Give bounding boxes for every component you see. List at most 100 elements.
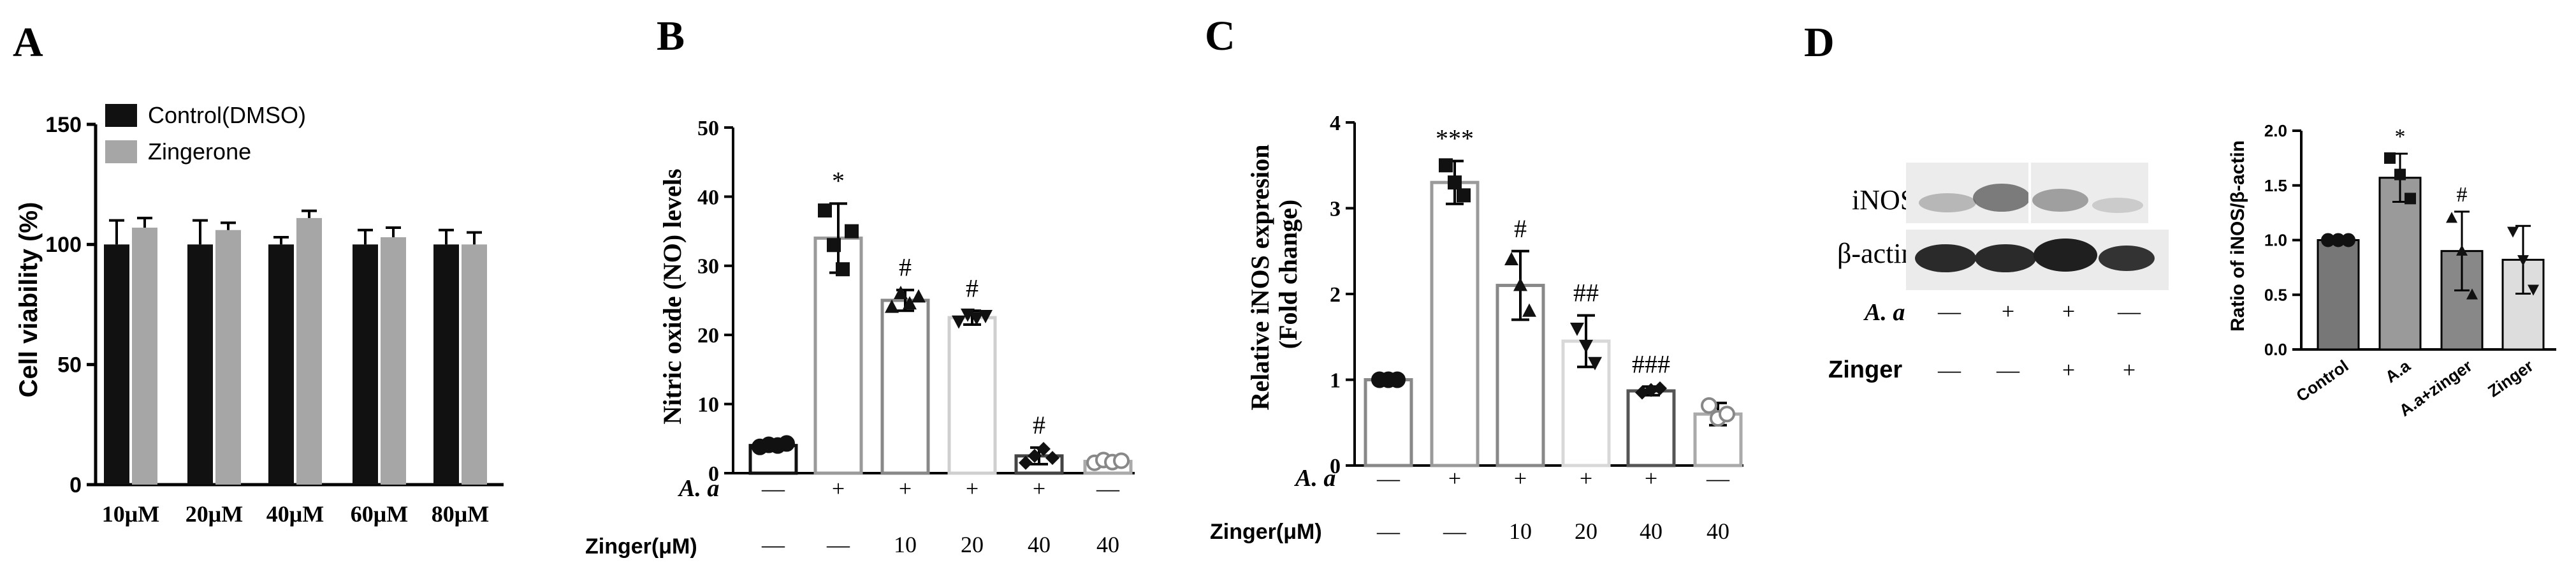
chart-d-point [2456, 244, 2468, 256]
chart-b-significance: # [1033, 411, 1045, 439]
chart-c-point [1457, 188, 1471, 203]
chart-b-ylabel: Nitric oxide (NO) levels [658, 169, 687, 425]
chart-b-point [845, 224, 859, 238]
chart-d-point [2405, 193, 2416, 205]
bar-control [353, 244, 378, 485]
chart-b-row2-cell: — [761, 532, 785, 557]
chart-b-bar [947, 316, 997, 475]
blot-row2-cell: — [1996, 357, 2020, 383]
chart-d-bar [2440, 250, 2484, 351]
bar-zingerone [215, 230, 241, 485]
category-label-20: 20μM [186, 501, 243, 527]
chart-c-significance: *** [1436, 124, 1474, 153]
chart-c-row1-cell: — [1376, 466, 1401, 491]
panel-label-d: D [1804, 19, 1835, 66]
chart-b-row1-cell: + [832, 476, 845, 501]
chart-c-point [1644, 383, 1658, 397]
chart-d-ytick-label: 0.5 [2264, 285, 2287, 304]
chart-b-point [1113, 452, 1130, 469]
chart-c-row2-cell: 10 [1509, 518, 1532, 544]
chart-b-ytick-label: 30 [697, 255, 719, 279]
chart-b-ytick-label: 40 [697, 186, 719, 209]
chart-c-row2-cell: — [1443, 518, 1467, 544]
chart-c-row1-cell: + [1645, 466, 1657, 491]
legend-label-control: Control(DMSO) [148, 102, 306, 128]
chart-d-point [2384, 152, 2396, 164]
panel-label-c: C [1205, 13, 1235, 59]
chart-c-point [1504, 252, 1518, 265]
chart-b-point [903, 296, 917, 310]
chart-d-ytick-label: 0.0 [2264, 340, 2287, 359]
bar-zingerone [132, 227, 157, 485]
blot-band-inos-2 [1973, 184, 2030, 212]
chart-d-point [2341, 233, 2355, 247]
chart-b-significance: # [966, 274, 979, 302]
chart-c-row2-cell: 40 [1640, 518, 1663, 544]
chart-c-row1-cell: + [1580, 466, 1592, 491]
blot-band-actin-3 [2034, 238, 2097, 272]
chart-c-point [1701, 397, 1717, 414]
chart-b-point [894, 286, 908, 299]
bar-control [433, 244, 459, 485]
chart-c-point [1588, 356, 1602, 371]
chart-a-ytick-label: 100 [45, 233, 82, 257]
chart-c-point [1653, 381, 1667, 395]
chart-b-point [970, 312, 984, 326]
chart-d-category-label: Zinger [2484, 356, 2536, 400]
chart-a-ylabel: Cell viability (%) [15, 202, 43, 398]
blot-label-inos: iNOS [1852, 184, 1916, 216]
chart-c-point [1448, 175, 1462, 190]
chart-b-row1-cell: — [1096, 476, 1120, 501]
blot-label-actin: β-actin [1837, 238, 1916, 269]
chart-c-point [1389, 371, 1406, 388]
chart-d-point [2394, 168, 2406, 180]
chart-b: Nitric oxide (NO) levels 0 10 20 30 40 50 * # #… [585, 117, 1135, 559]
panel-label-a: A [13, 19, 43, 66]
chart-d-point [2517, 255, 2529, 267]
chart-c-point [1570, 323, 1584, 336]
chart-b-point [1045, 451, 1059, 466]
chart-b-point [1037, 442, 1051, 457]
chart-b-point [885, 299, 899, 313]
blot-row2-cell: — [1937, 357, 1961, 383]
chart-d-ytick-label: 1.0 [2264, 231, 2287, 250]
chart-d-ytick-label: 2.0 [2264, 121, 2287, 140]
chart-b-significance: # [899, 253, 912, 282]
chart-c-row2-cell: 40 [1706, 518, 1729, 544]
legend-swatch-zingerone [105, 140, 137, 163]
bar-zingerone [462, 244, 487, 485]
chart-c-point [1522, 303, 1536, 317]
panel-label-b: B [657, 13, 685, 59]
chart-a: Cell viability (%) 0 50 100 150 Control(DMS… [15, 102, 504, 527]
chart-d-bar [2317, 239, 2360, 351]
chart-d-point [2466, 288, 2478, 300]
blot-band-inos-1 [1919, 193, 1976, 212]
chart-c-row2-cell: 20 [1575, 518, 1597, 544]
chart-b-row2-cell: 40 [1028, 532, 1051, 557]
chart-c-row1-cell: — [1706, 466, 1730, 491]
category-label-60: 60μM [351, 501, 408, 527]
chart-a-ytick-label: 0 [69, 473, 82, 497]
chart-b-point [979, 310, 993, 323]
chart-b-point [778, 435, 795, 452]
chart-b-row2-cell: 40 [1096, 532, 1119, 557]
category-label-40: 40μM [266, 501, 324, 527]
chart-b-point [818, 203, 832, 218]
chart-d-significance: # [2457, 183, 2468, 207]
blot-row1-cell: — [2117, 298, 2141, 324]
chart-b-bar [880, 298, 930, 475]
bar-control [268, 244, 294, 485]
chart-c-row1-cell: + [1448, 466, 1461, 491]
chart-b-row1-cell: + [966, 476, 979, 501]
blot-row2-cell: + [2062, 357, 2075, 383]
blot-row2-cell: + [2123, 357, 2136, 383]
chart-c: Relative iNOS expresion (Fold change) 0 1… [1210, 112, 1743, 544]
chart-c-ylabel: Relative iNOS expresion (Fold change) [1246, 138, 1302, 410]
chart-d-category-label: Control [2293, 356, 2352, 406]
chart-c-bar [1430, 180, 1480, 467]
blot-row1-cell: — [1937, 298, 1961, 324]
blot-band-inos-4 [2092, 198, 2143, 213]
chart-b-row1-cell: + [1033, 476, 1045, 501]
chart-c-bar [1626, 389, 1676, 467]
